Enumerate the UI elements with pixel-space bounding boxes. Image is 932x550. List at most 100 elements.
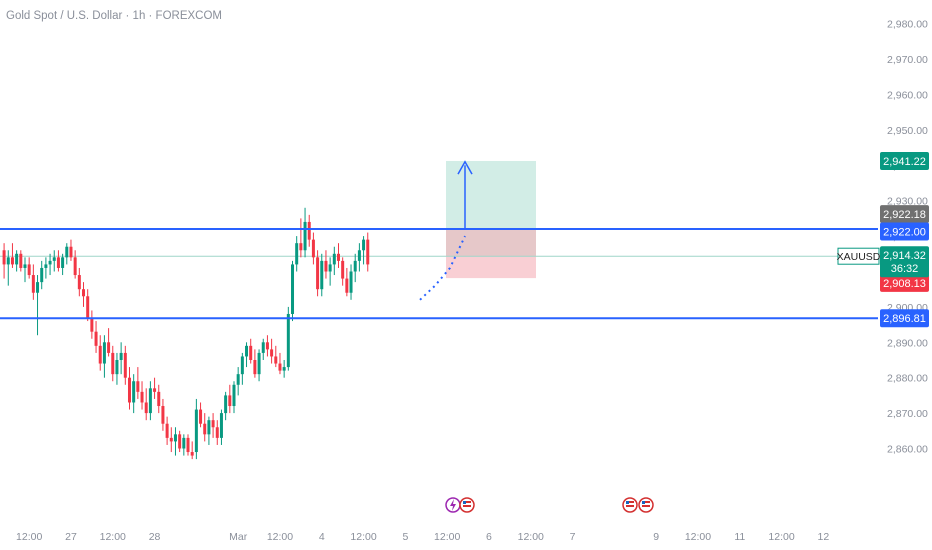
x-tick-label: 12:00 xyxy=(768,531,794,543)
x-tick-label: 12:00 xyxy=(350,531,376,543)
x-tick-label: 12 xyxy=(818,531,830,543)
candle-down xyxy=(345,278,349,293)
candle-down xyxy=(69,246,73,258)
x-tick-label: 27 xyxy=(65,531,77,543)
candle-up xyxy=(182,437,186,449)
candle-down xyxy=(107,342,111,353)
candle-up xyxy=(115,360,119,375)
candle-up xyxy=(232,384,236,407)
resistance-price-tag-text: 2,922.00 xyxy=(883,226,926,238)
x-tick-label: 11 xyxy=(734,531,745,543)
candle-down xyxy=(82,289,86,297)
candle-up xyxy=(320,260,324,290)
x-tick-label: 6 xyxy=(486,531,492,543)
x-tick-label: Mar xyxy=(229,531,248,543)
chart-title: Gold Spot / U.S. Dollar · 1h · FOREXCOM xyxy=(6,10,223,22)
candle-up xyxy=(65,246,69,258)
candle-up xyxy=(362,239,366,251)
candle-down xyxy=(203,423,207,435)
x-tick-label: 4 xyxy=(319,531,325,543)
y-tick-label: 2,890.00 xyxy=(887,337,928,349)
risk-zone[interactable] xyxy=(446,256,536,279)
flag-stripe xyxy=(463,501,471,503)
x-tick-label: 28 xyxy=(149,531,161,543)
candle-down xyxy=(190,452,194,456)
target-price-tag[interactable] xyxy=(880,151,929,170)
y-tick-label: 2,970.00 xyxy=(887,54,928,66)
projection-dotted-line[interactable] xyxy=(419,235,466,301)
candle-up xyxy=(52,257,56,261)
candle-up xyxy=(48,260,52,265)
support-price-tag-text: 2,896.81 xyxy=(883,313,926,325)
candle-down xyxy=(123,352,127,378)
flag-stripe xyxy=(642,505,650,507)
candle-down xyxy=(19,253,23,268)
lightning-glyph xyxy=(450,499,456,511)
symbol-text: XAUUSD xyxy=(837,251,881,263)
flag-canton xyxy=(642,501,645,504)
candle-down xyxy=(31,275,35,293)
candle-down xyxy=(211,420,215,428)
candle-down xyxy=(10,257,14,265)
candle-down xyxy=(278,363,282,371)
flag-canton xyxy=(626,501,629,504)
candle-down xyxy=(253,360,257,375)
candle-down xyxy=(56,257,60,268)
candle-down xyxy=(228,395,232,407)
x-tick-label: 12:00 xyxy=(267,531,293,543)
candle-down xyxy=(111,352,115,375)
candle-up xyxy=(207,420,211,435)
candle-up xyxy=(328,264,332,272)
candle-up xyxy=(349,271,353,293)
stop-price-tag-text: 2,908.13 xyxy=(883,278,926,290)
candle-up xyxy=(332,253,336,265)
y-tick-label: 2,930.00 xyxy=(887,196,928,208)
x-tick-label: 7 xyxy=(570,531,576,543)
y-tick-label: 2,860.00 xyxy=(887,444,928,456)
y-tick-label: 2,950.00 xyxy=(887,125,928,137)
candle-down xyxy=(316,257,320,290)
candle-down xyxy=(336,253,340,261)
candle-down xyxy=(144,402,148,414)
candle-up xyxy=(132,381,136,403)
candle-down xyxy=(153,388,157,392)
symbol-tag[interactable] xyxy=(837,247,880,265)
candle-down xyxy=(98,345,102,364)
candle-up xyxy=(303,221,307,251)
candle-down xyxy=(366,239,370,265)
y-tick-label: 2,960.00 xyxy=(887,90,928,102)
high-mark-tag-text: 2,922.18 xyxy=(883,209,926,221)
candle-up xyxy=(291,264,295,314)
candle-down xyxy=(307,221,311,240)
candle-down xyxy=(341,260,345,279)
candle-down xyxy=(140,391,144,403)
resistance-price-tag[interactable] xyxy=(880,222,929,241)
target-price-tag-text: 2,941.22 xyxy=(883,156,926,168)
candle-down xyxy=(178,434,182,449)
x-tick-label: 12:00 xyxy=(16,531,42,543)
candle-down xyxy=(86,296,90,318)
candle-up xyxy=(357,250,361,261)
candle-up xyxy=(61,257,65,268)
candle-down xyxy=(299,243,303,251)
candle-down xyxy=(90,317,94,332)
current-price-tag[interactable] xyxy=(880,246,929,278)
candle-up xyxy=(44,264,48,268)
x-tick-label: 12:00 xyxy=(100,531,126,543)
risk-zone-upper xyxy=(446,229,536,257)
high-mark-tag[interactable] xyxy=(880,205,929,224)
candle-up xyxy=(36,282,40,293)
y-tick-label: 2,980.00 xyxy=(887,19,928,31)
candle-down xyxy=(136,381,140,392)
candle-up xyxy=(286,313,290,368)
candle-up xyxy=(236,374,240,385)
candle-up xyxy=(6,257,10,265)
candle-down xyxy=(2,250,6,265)
candle-down xyxy=(73,257,77,276)
candle-up xyxy=(219,413,223,438)
support-price-tag[interactable] xyxy=(880,309,929,328)
candle-up xyxy=(353,260,357,272)
candle-down xyxy=(265,342,269,350)
stop-price-tag[interactable] xyxy=(880,273,929,292)
